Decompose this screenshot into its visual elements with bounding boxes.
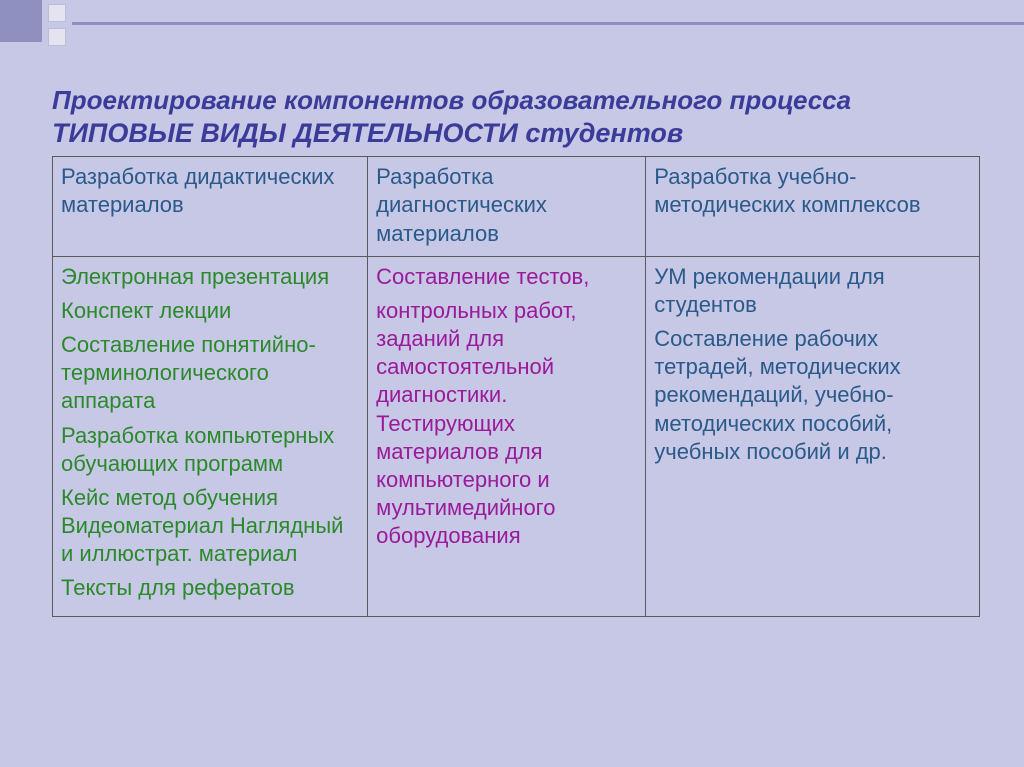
list-item: УМ рекомендации для студентов — [654, 263, 971, 319]
cell-col1: Электронная презентация Конспект лекции … — [53, 256, 368, 617]
table-body-row: Электронная презентация Конспект лекции … — [53, 256, 980, 617]
corner-decoration — [0, 0, 66, 46]
list-item: Кейс метод обучения Видеоматериал Нагляд… — [61, 484, 359, 568]
list-item: Составление понятийно-терминологического… — [61, 331, 359, 415]
col-header-3: Разработка учебно-методических комплексо… — [646, 157, 980, 256]
list-item: Составление рабочих тетрадей, методическ… — [654, 325, 971, 466]
deco-small-square — [48, 28, 66, 46]
slide-title: Проектирование компонентов образовательн… — [52, 84, 980, 150]
list-item: Составление тестов, — [376, 263, 637, 291]
cell-col2: Составление тестов, контрольных работ, з… — [368, 256, 646, 617]
list-item: Конспект лекции — [61, 297, 359, 325]
slide-content: Проектирование компонентов образовательн… — [52, 84, 980, 617]
list-item: контрольных работ, заданий для самостоят… — [376, 297, 637, 550]
list-item: Электронная презентация — [61, 263, 359, 291]
activities-table: Разработка дидактических материалов Разр… — [52, 156, 980, 617]
list-item: Тексты для рефератов — [61, 574, 359, 602]
deco-small-square — [48, 4, 66, 22]
deco-big-square — [0, 0, 42, 42]
col-header-2: Разработка диагностических материалов — [368, 157, 646, 256]
title-line2: ТИПОВЫЕ ВИДЫ ДЕЯТЕЛЬНОСТИ студентов — [52, 117, 980, 151]
cell-col3: УМ рекомендации для студентов Составлени… — [646, 256, 980, 617]
deco-horizontal-bar — [72, 22, 1024, 25]
list-item: Разработка компьютерных обучающих програ… — [61, 422, 359, 478]
table-header-row: Разработка дидактических материалов Разр… — [53, 157, 980, 256]
col-header-1: Разработка дидактических материалов — [53, 157, 368, 256]
title-line1: Проектирование компонентов образовательн… — [52, 84, 980, 117]
